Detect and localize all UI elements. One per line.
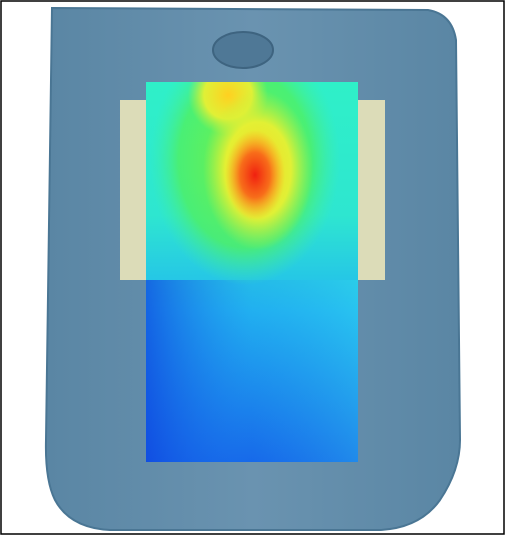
earpiece (212, 31, 274, 69)
heatmap (146, 82, 358, 462)
heat-red (225, 130, 285, 220)
heat-lower (146, 280, 358, 462)
